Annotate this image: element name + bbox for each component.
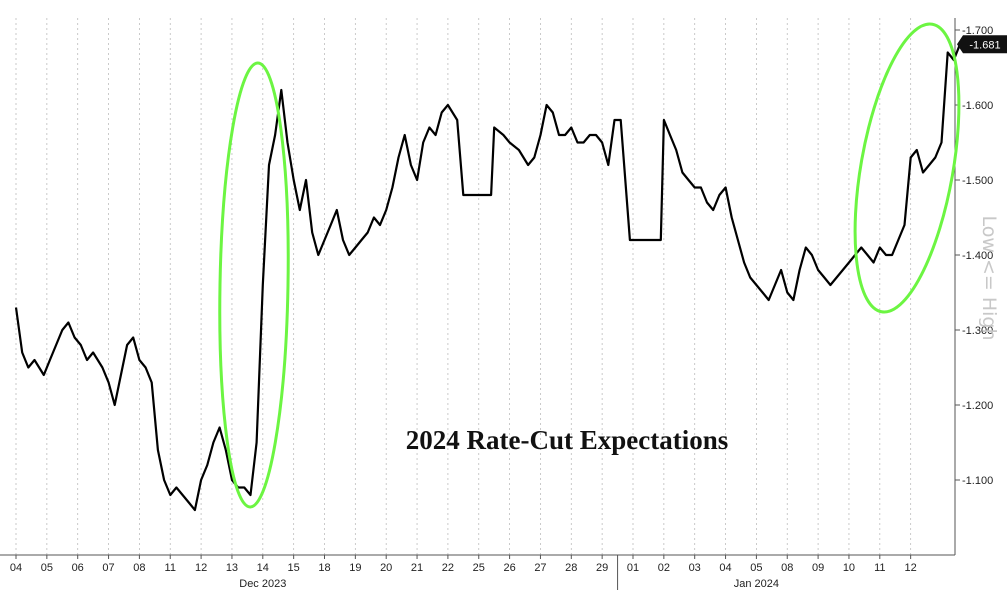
y-axis-ticks: -1.100 -1.200 -1.300 -1.400 -1.500 -1.600 -1.7…: [955, 25, 993, 487]
x-tick-label: 26: [503, 562, 515, 574]
y-axis-label: Low <= High: [978, 215, 1000, 340]
y-tick-label: -1.600: [962, 100, 993, 112]
x-tick-label: 08: [133, 562, 145, 574]
x-tick-label: 04: [719, 562, 731, 574]
x-tick-label: 04: [10, 562, 22, 574]
x-tick-label: 11: [165, 562, 176, 574]
x-tick-label: 15: [288, 562, 300, 574]
x-tick-label: 21: [411, 562, 423, 574]
x-tick-label: 20: [380, 562, 392, 574]
y-tick-label: -1.200: [962, 400, 993, 412]
x-tick-label: 05: [41, 562, 53, 574]
x-tick-label: 18: [318, 562, 330, 574]
highlight-ellipse: [853, 22, 961, 314]
y-tick-label: -1.500: [962, 175, 993, 187]
x-tick-label: 22: [442, 562, 454, 574]
x-tick-label: 12: [195, 562, 207, 574]
chart-title: 2024 Rate-Cut Expectations: [406, 425, 728, 455]
month-label: Jan 2024: [734, 578, 779, 590]
month-label: Dec 2023: [239, 578, 286, 590]
y-tick-label: -1.700: [962, 25, 993, 37]
series-line: [14, 43, 962, 512]
x-tick-label: 11: [874, 562, 885, 574]
y-tick-label: -1.300: [962, 325, 993, 337]
grid-lines: [15, 18, 912, 555]
x-tick-label: 08: [781, 562, 793, 574]
series-layer: [14, 43, 962, 512]
x-tick-label: 10: [843, 562, 855, 574]
x-tick-label: 07: [102, 562, 114, 574]
x-tick-label: 14: [257, 562, 269, 574]
x-tick-label: 03: [689, 562, 701, 574]
highlight-ellipse: [218, 61, 290, 509]
x-tick-label: 12: [905, 562, 917, 574]
last-value-label: -1.681: [969, 39, 1000, 51]
x-tick-label: 25: [473, 562, 485, 574]
x-tick-label: 01: [627, 562, 639, 574]
x-axis-ticks: 04 05 06 07 08 11 12 13 14 15 18 19 20 21 22 25 26 27 28 29…: [10, 555, 917, 590]
x-tick-label: 06: [72, 562, 84, 574]
annotation-layer: -1.681: [218, 22, 1007, 509]
x-tick-label: 27: [534, 562, 546, 574]
y-tick-label: -1.100: [962, 475, 993, 487]
last-value-badge: [957, 35, 1007, 54]
y-tick-label: -1.400: [962, 250, 993, 262]
x-tick-label: 29: [596, 562, 608, 574]
axes: [0, 18, 956, 556]
x-tick-label: 02: [658, 562, 670, 574]
x-tick-label: 28: [565, 562, 577, 574]
x-tick-label: 05: [750, 562, 762, 574]
x-tick-label: 19: [349, 562, 361, 574]
x-tick-label: 09: [812, 562, 824, 574]
x-tick-label: 13: [226, 562, 238, 574]
